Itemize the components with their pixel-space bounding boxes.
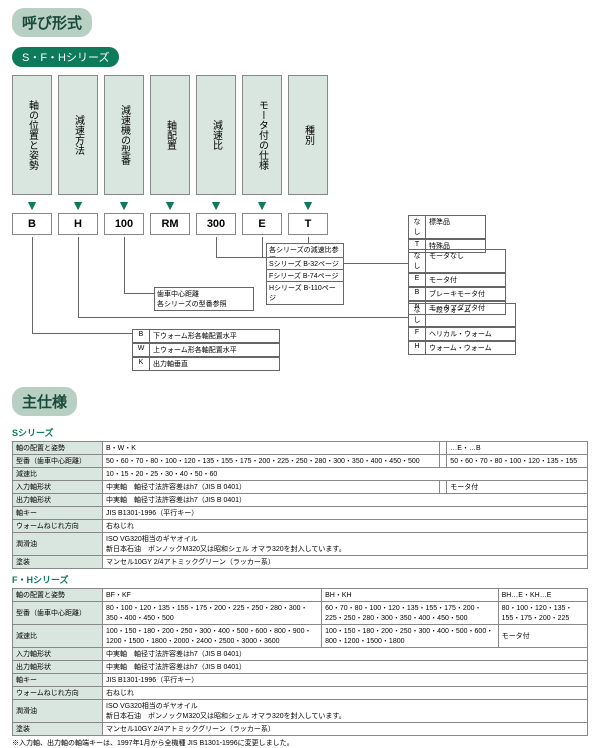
key-diagram: なし標準品T特殊品 なしモータなしEモータ付Bブレーキモータ付Nモータアダプタ付… xyxy=(12,237,588,387)
s-spec-table: 軸の配置と姿勢B・W・K…E・…B型番（歯車中心距離）50・60・70・80・1… xyxy=(12,441,588,569)
arrow-icon: ▼ xyxy=(288,197,328,213)
arrow-icon: ▼ xyxy=(58,197,98,213)
fh-spec-table: 軸の配置と姿勢BF・KFBH・KHBH…E・KH…E型番（歯車中心距離）80・1… xyxy=(12,588,588,736)
code-cell: T xyxy=(288,213,328,235)
series-note-h: Hシリーズ B-110ページ xyxy=(266,281,344,305)
code-row: BH 100 RM 300 ET xyxy=(12,213,588,235)
model-note: 歯車中心距離 各シリーズの型番参照 xyxy=(154,287,254,311)
arrow-icon: ▼ xyxy=(150,197,190,213)
code-cell: 100 xyxy=(104,213,144,235)
column-header: 減速機の型番 xyxy=(104,75,144,195)
code-cell: RM xyxy=(150,213,190,235)
arrow-icon: ▼ xyxy=(12,197,52,213)
s-series-label: Sシリーズ xyxy=(12,426,588,439)
column-header: 軸の位置と姿勢 xyxy=(12,75,52,195)
code-cell: E xyxy=(242,213,282,235)
footnote: ※入力軸、出力軸の軸端キーは、1997年1月から全機種 JIS B1301-19… xyxy=(12,738,588,748)
arrow-icon: ▼ xyxy=(196,197,236,213)
code-cell: B xyxy=(12,213,52,235)
spec-title: 主仕様 xyxy=(12,387,77,416)
fh-series-label: F・Hシリーズ xyxy=(12,573,588,586)
column-header: モータ付の仕様 xyxy=(242,75,282,195)
column-header: 減速方法 xyxy=(58,75,98,195)
code-cell: 300 xyxy=(196,213,236,235)
code-cell: H xyxy=(58,213,98,235)
column-header: 種別 xyxy=(288,75,328,195)
arrow-row: ▼ ▼ ▼ ▼ ▼ ▼ ▼ xyxy=(12,197,588,213)
arrow-icon: ▼ xyxy=(104,197,144,213)
column-header: 軸配置 xyxy=(150,75,190,195)
arrow-icon: ▼ xyxy=(242,197,282,213)
column-headers: 軸の位置と姿勢減速方法減速機の型番軸配置減速比モータ付の仕様種別 xyxy=(12,75,588,195)
column-header: 減速比 xyxy=(196,75,236,195)
page-title: 呼び形式 xyxy=(12,8,92,37)
series-subtitle: S・F・Hシリーズ xyxy=(12,47,119,67)
